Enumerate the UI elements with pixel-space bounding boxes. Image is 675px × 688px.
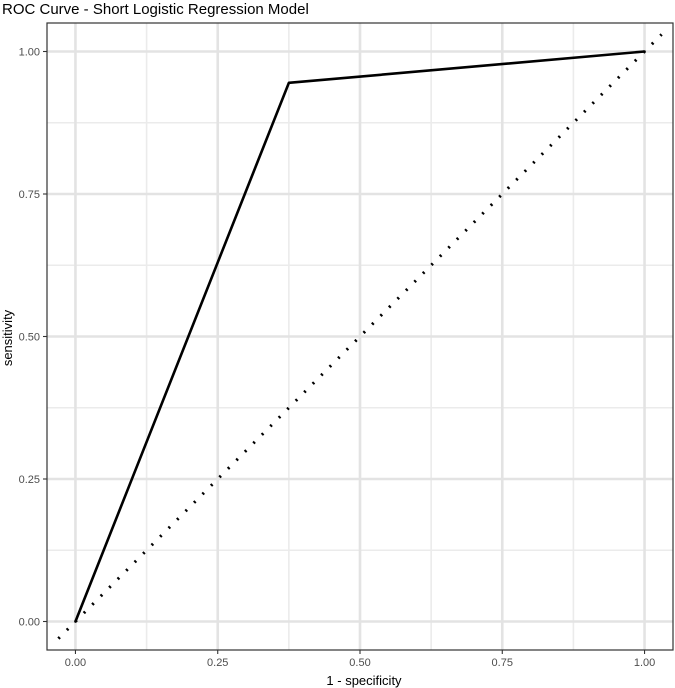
x-tick-label: 1.00	[634, 657, 655, 669]
y-tick-label: 1.00	[19, 47, 40, 59]
y-tick-label: 0.00	[19, 617, 40, 629]
x-axis-title: 1 - specificity	[326, 673, 402, 688]
chart-title: ROC Curve - Short Logistic Regression Mo…	[2, 1, 309, 18]
x-tick-label: 0.50	[349, 657, 370, 669]
x-axis: 0.00 0.25 0.50 0.75 1.00	[65, 650, 655, 669]
y-tick-label: 0.50	[19, 332, 40, 344]
y-axis: 0.00 0.25 0.50 0.75 1.00	[19, 47, 47, 629]
y-tick-label: 0.75	[19, 189, 40, 201]
x-tick-label: 0.75	[492, 657, 513, 669]
x-tick-label: 0.25	[207, 657, 228, 669]
grid-major	[47, 23, 673, 650]
series-line-roc	[74, 50, 646, 623]
x-tick-label: 0.00	[65, 657, 86, 669]
series-layer	[57, 33, 663, 640]
y-tick-label: 0.25	[19, 474, 40, 486]
y-axis-title: sensitivity	[0, 309, 15, 366]
